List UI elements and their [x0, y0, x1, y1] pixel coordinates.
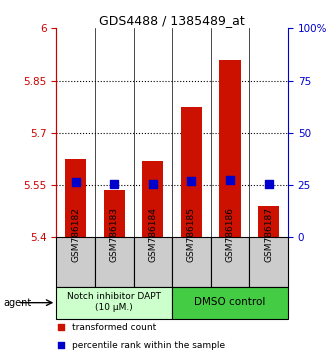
Point: [189, 178, 194, 184]
Text: GSM786186: GSM786186: [225, 207, 235, 262]
Bar: [258, 206, 279, 237]
Bar: [181, 107, 202, 237]
Text: DMSO control: DMSO control: [194, 297, 266, 307]
Point: [150, 181, 156, 187]
Text: GSM786184: GSM786184: [148, 207, 157, 262]
Title: GDS4488 / 1385489_at: GDS4488 / 1385489_at: [99, 14, 245, 27]
Point: [58, 342, 64, 348]
Bar: [219, 59, 241, 237]
Bar: [142, 161, 164, 237]
Point: [227, 178, 233, 183]
Bar: [104, 190, 125, 237]
Text: GSM786185: GSM786185: [187, 207, 196, 262]
Text: transformed count: transformed count: [72, 323, 157, 332]
Text: percentile rank within the sample: percentile rank within the sample: [72, 341, 226, 350]
Text: GSM786182: GSM786182: [71, 207, 80, 262]
Text: agent: agent: [3, 298, 31, 308]
Point: [58, 325, 64, 330]
Text: GSM786183: GSM786183: [110, 207, 119, 262]
FancyBboxPatch shape: [172, 237, 211, 287]
Text: GSM786187: GSM786187: [264, 207, 273, 262]
FancyBboxPatch shape: [211, 237, 249, 287]
Point: [112, 182, 117, 187]
Point: [73, 179, 78, 185]
FancyBboxPatch shape: [56, 237, 95, 287]
FancyBboxPatch shape: [249, 237, 288, 287]
FancyBboxPatch shape: [56, 287, 172, 319]
FancyBboxPatch shape: [172, 287, 288, 319]
Point: [266, 181, 271, 187]
Bar: [65, 159, 86, 237]
FancyBboxPatch shape: [95, 237, 133, 287]
Text: Notch inhibitor DAPT
(10 μM.): Notch inhibitor DAPT (10 μM.): [67, 292, 161, 312]
FancyBboxPatch shape: [133, 237, 172, 287]
